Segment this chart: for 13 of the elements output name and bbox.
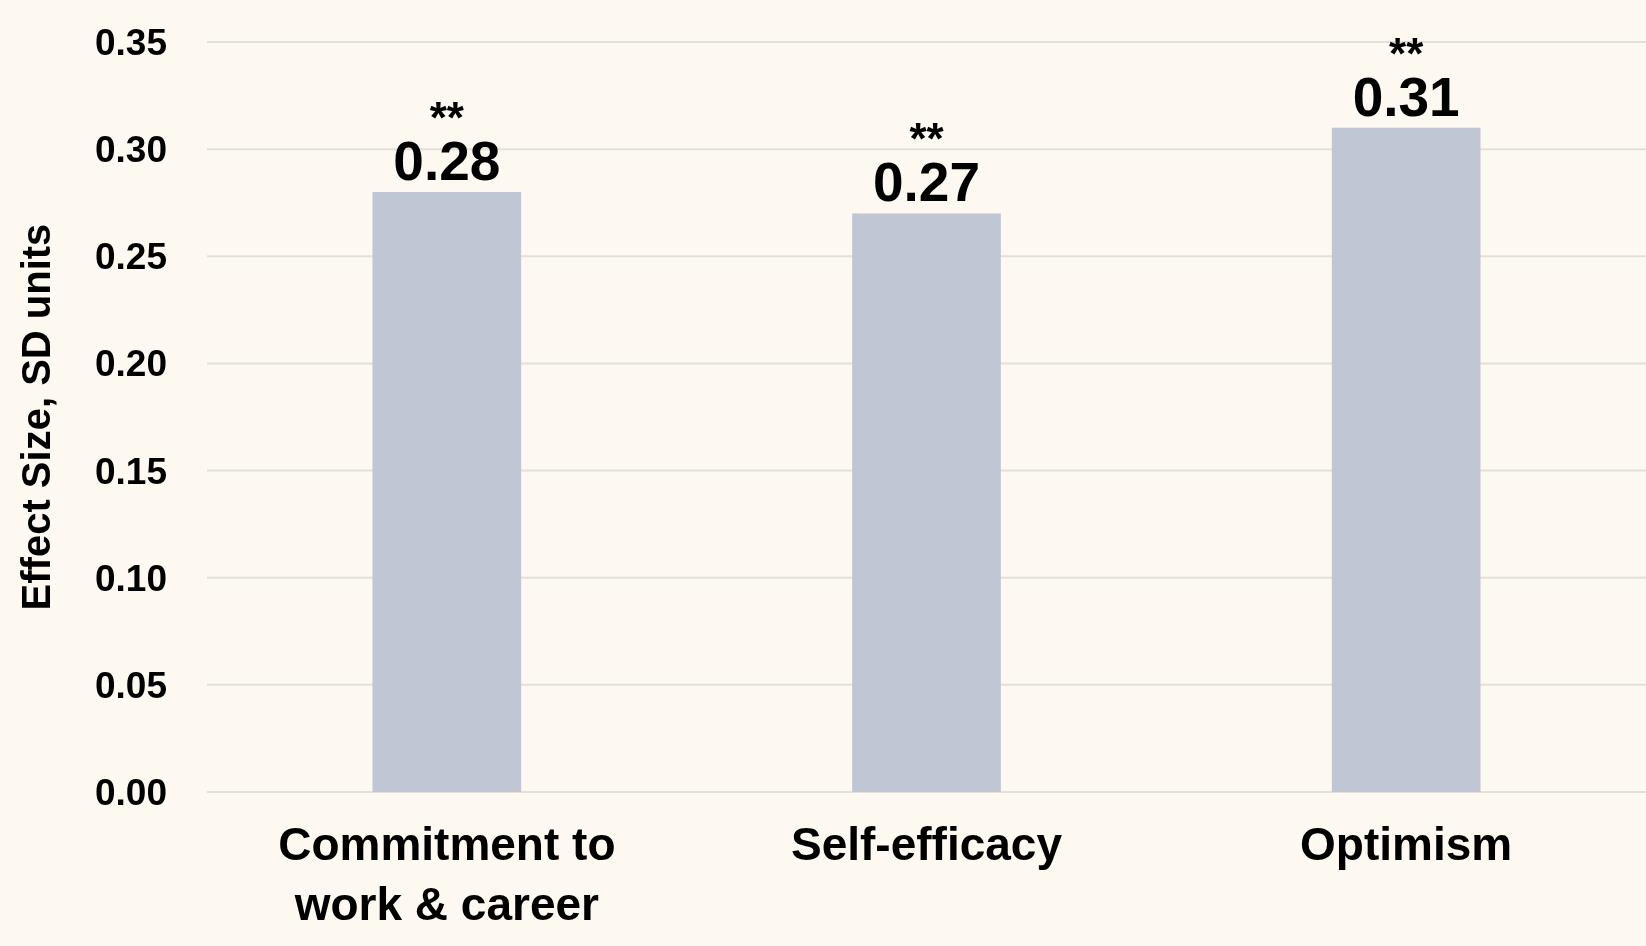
y-tick-label: 0.30 bbox=[94, 129, 167, 171]
x-tick-label: Self-efficacy bbox=[790, 818, 1063, 870]
data-label: 0.27 bbox=[872, 151, 981, 214]
y-tick-label: 0.05 bbox=[94, 664, 167, 706]
y-axis-title: Effect Size, SD units bbox=[14, 223, 58, 611]
y-tick-label: 0.10 bbox=[94, 557, 167, 599]
x-tick-label: Optimism bbox=[1300, 818, 1513, 870]
y-tick-label: 0.20 bbox=[94, 343, 167, 385]
y-tick-label: 0.35 bbox=[94, 21, 167, 63]
y-tick-label: 0.00 bbox=[94, 771, 167, 813]
x-tick-label: Commitment to work & career bbox=[278, 818, 616, 930]
y-tick-label: 0.25 bbox=[94, 236, 167, 278]
y-tick-label: 0.15 bbox=[94, 450, 167, 492]
